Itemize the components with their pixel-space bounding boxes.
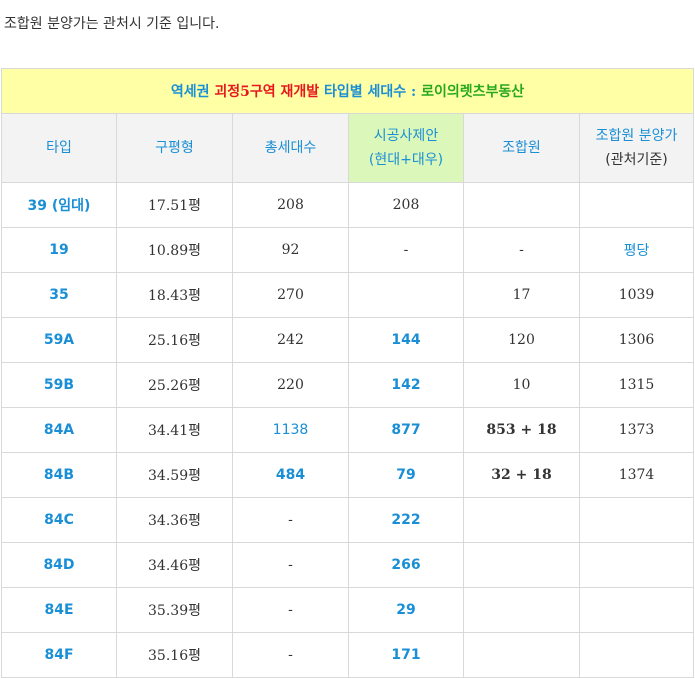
cell-price (578, 542, 695, 588)
cell-total: 484 (232, 452, 349, 498)
cell-total: 208 (232, 182, 349, 228)
table-row: 59B 25.26평 220 142 10 1315 (1, 362, 695, 408)
cell-member: 17 (463, 272, 580, 318)
table-row: 84E 35.39평 - 29 (1, 587, 695, 633)
title-part-3: 타입별 세대수 : (319, 84, 422, 100)
title-source: 로이의렛츠부동산 (421, 84, 525, 100)
cell-total: - (232, 587, 349, 633)
cell-type: 35 (1, 272, 117, 318)
cell-proposal: 208 (348, 182, 464, 228)
cell-type: 84C (1, 497, 117, 543)
cell-proposal: 79 (348, 452, 464, 498)
cell-size: 10.89평 (116, 227, 233, 273)
cell-proposal: - (348, 227, 464, 273)
cell-type: 84F (1, 632, 117, 678)
cell-total: - (232, 497, 349, 543)
cell-type: 19 (1, 227, 117, 273)
cell-price: 평당 (578, 227, 695, 273)
table-header-row: 타입 구평형 총세대수 시공사제안 (현대+대우) 조합원 조합원 분양가 (관… (1, 113, 695, 183)
cell-proposal: 171 (348, 632, 464, 678)
header-member: 조합원 (463, 113, 580, 183)
cell-member: 853 + 18 (463, 407, 580, 453)
cell-type: 39 (임대) (1, 182, 117, 228)
cell-size: 25.16평 (116, 317, 233, 363)
cell-price (578, 587, 695, 633)
cell-size: 25.26평 (116, 362, 233, 408)
cell-proposal (348, 272, 464, 318)
header-price: 조합원 분양가 (관처기준) (578, 113, 695, 183)
table-row: 19 10.89평 92 - - 평당 (1, 227, 695, 273)
cell-total: - (232, 632, 349, 678)
cell-size: 34.36평 (116, 497, 233, 543)
cell-member (463, 587, 580, 633)
cell-size: 35.39평 (116, 587, 233, 633)
cell-size: 34.59평 (116, 452, 233, 498)
title-project-name: 괴정5구역 재개발 (214, 84, 320, 100)
cell-total: 92 (232, 227, 349, 273)
cell-price: 1039 (578, 272, 695, 318)
header-total: 총세대수 (232, 113, 349, 183)
cell-type: 84B (1, 452, 117, 498)
cell-price (578, 632, 695, 678)
cell-type: 84E (1, 587, 117, 633)
header-proposal: 시공사제안 (현대+대우) (348, 113, 464, 183)
cell-type: 59A (1, 317, 117, 363)
cell-type: 84A (1, 407, 117, 453)
cell-size: 17.51평 (116, 182, 233, 228)
cell-member (463, 497, 580, 543)
table-row: 84A 34.41평 1138 877 853 + 18 1373 (1, 407, 695, 453)
cell-price: 1306 (578, 317, 695, 363)
table-row: 35 18.43평 270 17 1039 (1, 272, 695, 318)
intro-text: 조합원 분양가는 관처시 기준 입니다. (4, 16, 220, 32)
cell-proposal: 877 (348, 407, 464, 453)
cell-price: 1373 (578, 407, 695, 453)
cell-price (578, 497, 695, 543)
table-title: 역세권 괴정5구역 재개발 타입별 세대수 : 로이의렛츠부동산 (0, 68, 695, 114)
cell-size: 34.41평 (116, 407, 233, 453)
header-proposal-line2: (현대+대우) (368, 152, 444, 168)
cell-total: 242 (232, 317, 349, 363)
header-price-line1: 조합원 분양가 (595, 128, 678, 144)
table-row: 84D 34.46평 - 266 (1, 542, 695, 588)
header-type: 타입 (1, 113, 117, 183)
table-title-row: 역세권 괴정5구역 재개발 타입별 세대수 : 로이의렛츠부동산 (0, 68, 695, 114)
header-price-line2: (관처기준) (605, 152, 668, 168)
cell-total: 270 (232, 272, 349, 318)
cell-size: 35.16평 (116, 632, 233, 678)
cell-price: 1374 (578, 452, 695, 498)
table-row: 84B 34.59평 484 79 32 + 18 1374 (1, 452, 695, 498)
cell-type: 84D (1, 542, 117, 588)
table-row: 39 (임대) 17.51평 208 208 (1, 182, 695, 228)
cell-size: 34.46평 (116, 542, 233, 588)
header-size: 구평형 (116, 113, 233, 183)
cell-proposal: 29 (348, 587, 464, 633)
cell-total: - (232, 542, 349, 588)
title-part-1: 역세권 (170, 84, 215, 100)
cell-member: 32 + 18 (463, 452, 580, 498)
table-row: 59A 25.16평 242 144 120 1306 (1, 317, 695, 363)
cell-price: 1315 (578, 362, 695, 408)
cell-price (578, 182, 695, 228)
cell-member: 10 (463, 362, 580, 408)
cell-member: - (463, 227, 580, 273)
header-proposal-line1: 시공사제안 (373, 128, 439, 144)
cell-member (463, 632, 580, 678)
cell-member (463, 182, 580, 228)
cell-member (463, 542, 580, 588)
unit-type-table: 역세권 괴정5구역 재개발 타입별 세대수 : 로이의렛츠부동산 타입 구평형 … (0, 68, 695, 678)
cell-total: 220 (232, 362, 349, 408)
cell-proposal: 144 (348, 317, 464, 363)
table-row: 84C 34.36평 - 222 (1, 497, 695, 543)
cell-type: 59B (1, 362, 117, 408)
cell-proposal: 222 (348, 497, 464, 543)
cell-size: 18.43평 (116, 272, 233, 318)
cell-proposal: 142 (348, 362, 464, 408)
table-row: 84F 35.16평 - 171 (1, 632, 695, 678)
unit-type-table-wrap: 역세권 괴정5구역 재개발 타입별 세대수 : 로이의렛츠부동산 타입 구평형 … (0, 68, 695, 678)
cell-total: 1138 (232, 407, 349, 453)
cell-proposal: 266 (348, 542, 464, 588)
cell-member: 120 (463, 317, 580, 363)
